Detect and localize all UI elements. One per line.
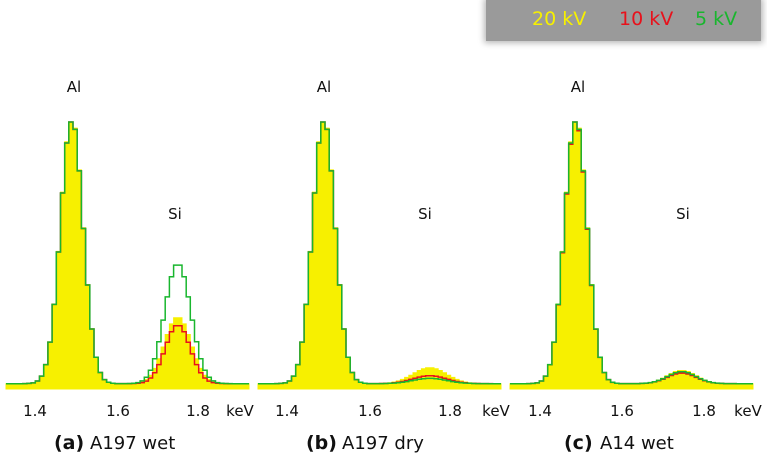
peak-label-si-2: Si <box>676 205 690 223</box>
series-20kv-area-0 <box>5 121 250 390</box>
legend-20kv: 20 kV <box>532 8 587 30</box>
peak-label-al-0: Al <box>67 78 81 96</box>
panel-name-1: A197 dry <box>342 433 424 454</box>
peak-label-al-2: Al <box>571 78 585 96</box>
series-10kv-line-2 <box>510 121 753 385</box>
x-tick-label-0-2: 1.8 <box>186 402 210 420</box>
series-5kv-line-0 <box>6 121 249 385</box>
x-tick-label-0-3: keV <box>226 402 254 420</box>
legend-10kv: 10 kV <box>619 8 674 30</box>
panel-name-0: A197 wet <box>90 433 175 454</box>
x-tick-label-1-0: 1.4 <box>275 402 299 420</box>
legend-box: 20 kV 10 kV 5 kV <box>486 0 761 41</box>
series-10kv-line-1 <box>258 121 501 385</box>
x-tick-label-0-0: 1.4 <box>23 402 47 420</box>
panel-name-2: A14 wet <box>600 433 674 454</box>
panel-id-2: (c) <box>564 432 593 454</box>
x-tick-label-2-3: keV <box>734 402 762 420</box>
legend-5kv: 5 kV <box>695 8 738 30</box>
x-tick-label-1-3: keV <box>482 402 510 420</box>
peak-label-si-0: Si <box>168 205 182 223</box>
x-tick-label-2-0: 1.4 <box>528 402 552 420</box>
x-tick-label-2-1: 1.6 <box>610 402 634 420</box>
peak-label-al-1: Al <box>317 78 331 96</box>
panel-id-1: (b) <box>306 432 337 454</box>
series-10kv-line-0 <box>6 121 249 385</box>
series-5kv-line-1 <box>258 121 501 385</box>
series-20kv-area-1 <box>257 121 502 390</box>
series-20kv-area-2 <box>509 121 754 390</box>
x-tick-label-1-1: 1.6 <box>358 402 382 420</box>
panel-id-0: (a) <box>54 432 84 454</box>
series-5kv-line-2 <box>510 121 753 385</box>
x-tick-label-1-2: 1.8 <box>438 402 462 420</box>
peak-label-si-1: Si <box>418 205 432 223</box>
x-tick-label-0-1: 1.6 <box>106 402 130 420</box>
x-tick-label-2-2: 1.8 <box>692 402 716 420</box>
